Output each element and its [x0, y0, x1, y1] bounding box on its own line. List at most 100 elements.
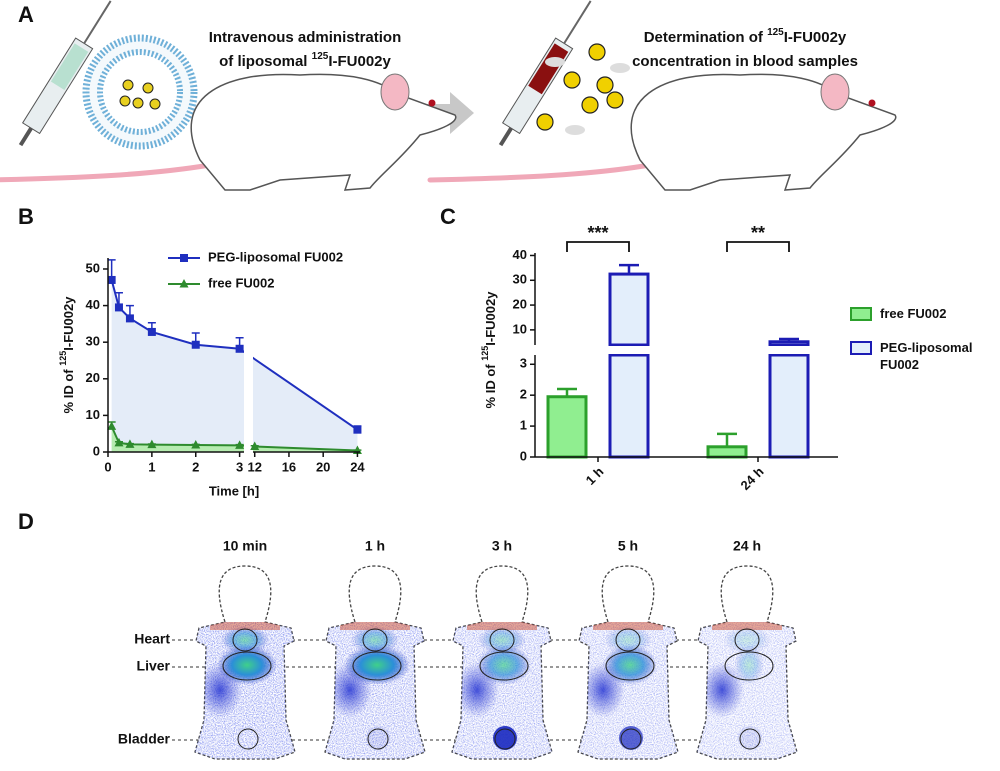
liver-signal — [603, 645, 657, 685]
liver-roi — [222, 651, 272, 681]
axis-break — [244, 253, 253, 459]
marker — [250, 441, 260, 451]
y-tick-label: 10 — [86, 407, 100, 422]
label-part: I-FU002y — [61, 296, 76, 351]
bladder-roi — [237, 728, 259, 750]
label-part: % ID of — [483, 361, 498, 409]
x-tick-label: 24 h — [738, 464, 767, 493]
significance-bracket — [566, 241, 630, 252]
y-tick-label: 40 — [86, 297, 100, 312]
bladder-signal — [619, 726, 643, 750]
head-signal — [712, 622, 782, 630]
panel-label: D — [18, 509, 34, 534]
time-label: 1 h — [365, 538, 385, 554]
tail — [0, 162, 213, 183]
marker — [107, 275, 116, 284]
body — [630, 73, 897, 191]
heart-signal — [723, 626, 771, 654]
bladder-roi — [739, 728, 761, 750]
y-tick-label: 0 — [520, 448, 527, 463]
caption: of liposomal 125I-FU002y — [219, 51, 391, 70]
heart-roi — [615, 628, 641, 652]
y-tick-label: 1 — [520, 418, 527, 433]
label-part: 125 — [480, 346, 490, 361]
bar — [546, 395, 588, 459]
marker — [107, 421, 117, 430]
y-axis-label: % ID of 125I-FU002y — [480, 291, 498, 409]
heart-roi — [362, 628, 388, 652]
ear — [380, 73, 410, 111]
legend-label: PEG-liposomal FU002 — [208, 249, 343, 264]
significance-bracket — [726, 241, 790, 252]
bladder-roi — [494, 728, 516, 750]
x-tick-label: 1 — [148, 459, 155, 474]
bar — [768, 340, 810, 347]
organ-label: Liver — [137, 658, 171, 674]
bar — [706, 445, 748, 459]
area — [111, 279, 358, 452]
legend-marker — [179, 279, 189, 288]
time-label: 5 h — [618, 538, 638, 554]
legend-swatch — [850, 307, 872, 321]
head-signal — [340, 622, 410, 630]
marker — [191, 340, 200, 349]
label-part: I-FU002y — [483, 291, 498, 346]
error-bar — [779, 337, 799, 342]
caption: Intravenous administration — [209, 29, 402, 46]
body — [190, 73, 457, 191]
marker — [114, 437, 124, 447]
bar — [768, 353, 810, 459]
x-tick-label: 12 — [247, 459, 261, 474]
x-tick-label: 0 — [104, 459, 111, 474]
legend-marker — [180, 254, 188, 262]
caption: concentration in blood samples — [632, 53, 858, 70]
error-bar — [619, 263, 639, 275]
legend-label: free FU002 — [880, 306, 947, 321]
marker — [114, 303, 123, 312]
y-tick-label: 30 — [86, 334, 100, 349]
y-tick-label: 20 — [86, 370, 100, 385]
marker — [125, 439, 135, 448]
heart-signal — [604, 626, 652, 654]
legend-label: free FU002 — [208, 275, 274, 290]
axis-break — [527, 346, 827, 354]
bladder-signal — [493, 726, 517, 750]
marker — [147, 439, 157, 449]
head-signal — [467, 622, 537, 630]
ear — [820, 73, 850, 111]
liver-roi — [724, 651, 774, 681]
liver-roi — [352, 651, 402, 681]
signal — [578, 622, 678, 759]
tail — [427, 162, 653, 183]
x-tick-label: 2 — [192, 459, 199, 474]
bladder-roi — [367, 728, 389, 750]
bladder-signal — [738, 726, 762, 750]
panel-label: B — [18, 204, 34, 229]
x-tick-label: 16 — [282, 459, 296, 474]
rat-illustrations — [0, 73, 897, 191]
panel-label: C — [440, 204, 456, 229]
heart-roi — [734, 628, 760, 652]
caption: Determination of 125I-FU002y — [644, 27, 847, 46]
label-part: 125 — [58, 351, 68, 366]
error-bar — [717, 432, 737, 447]
heart-roi — [489, 628, 515, 652]
y-tick-label: 30 — [513, 272, 527, 287]
legend-label: PEG-liposomal FU002 — [880, 340, 973, 372]
signal — [195, 622, 295, 759]
significance-label: *** — [587, 223, 608, 243]
eye — [868, 99, 876, 107]
x-tick-label: 3 — [236, 459, 243, 474]
bladder-roi — [620, 728, 642, 750]
marker — [235, 344, 244, 353]
y-axis-label: % ID of 125I-FU002y — [58, 296, 76, 414]
heart-roi — [232, 628, 258, 652]
head-signal — [210, 622, 280, 630]
liver-signal — [344, 645, 410, 685]
y-tick-label: 3 — [520, 356, 527, 371]
liver-roi — [605, 651, 655, 681]
marker — [353, 425, 362, 434]
y-tick-label: 10 — [513, 321, 527, 336]
